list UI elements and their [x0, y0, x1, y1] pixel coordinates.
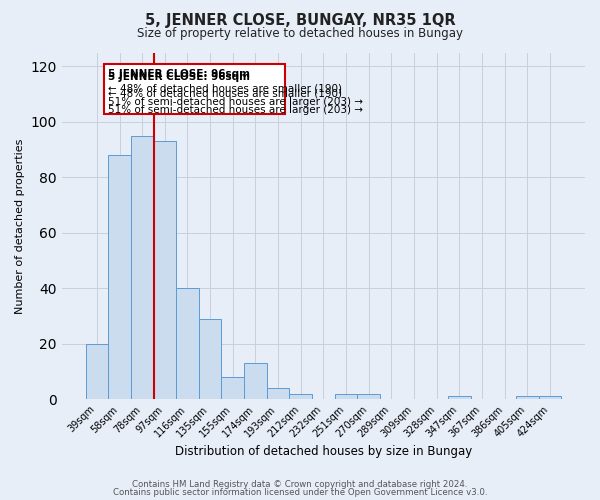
- X-axis label: Distribution of detached houses by size in Bungay: Distribution of detached houses by size …: [175, 444, 472, 458]
- Bar: [539, 396, 561, 399]
- Bar: [154, 141, 176, 399]
- Bar: [516, 396, 539, 399]
- Bar: [448, 396, 470, 399]
- Bar: [108, 155, 131, 399]
- Text: 51% of semi-detached houses are larger (203) →: 51% of semi-detached houses are larger (…: [108, 105, 363, 115]
- Bar: [289, 394, 312, 399]
- Bar: [244, 363, 267, 399]
- Bar: [176, 288, 199, 399]
- Text: 5 JENNER CLOSE: 96sqm: 5 JENNER CLOSE: 96sqm: [108, 72, 250, 82]
- Text: Contains public sector information licensed under the Open Government Licence v3: Contains public sector information licen…: [113, 488, 487, 497]
- Bar: [335, 394, 358, 399]
- Text: ← 48% of detached houses are smaller (190): ← 48% of detached houses are smaller (19…: [108, 83, 342, 93]
- Bar: [358, 394, 380, 399]
- Text: ← 48% of detached houses are smaller (190): ← 48% of detached houses are smaller (19…: [108, 88, 342, 99]
- Text: 5 JENNER CLOSE: 96sqm: 5 JENNER CLOSE: 96sqm: [108, 69, 250, 79]
- Bar: [131, 136, 154, 399]
- Bar: [199, 318, 221, 399]
- Bar: [221, 377, 244, 399]
- Y-axis label: Number of detached properties: Number of detached properties: [15, 138, 25, 314]
- Text: 51% of semi-detached houses are larger (203) →: 51% of semi-detached houses are larger (…: [108, 97, 363, 107]
- Text: 5, JENNER CLOSE, BUNGAY, NR35 1QR: 5, JENNER CLOSE, BUNGAY, NR35 1QR: [145, 12, 455, 28]
- Bar: [267, 388, 289, 399]
- Text: Contains HM Land Registry data © Crown copyright and database right 2024.: Contains HM Land Registry data © Crown c…: [132, 480, 468, 489]
- Text: Size of property relative to detached houses in Bungay: Size of property relative to detached ho…: [137, 28, 463, 40]
- Bar: [86, 344, 108, 399]
- FancyBboxPatch shape: [104, 64, 285, 114]
